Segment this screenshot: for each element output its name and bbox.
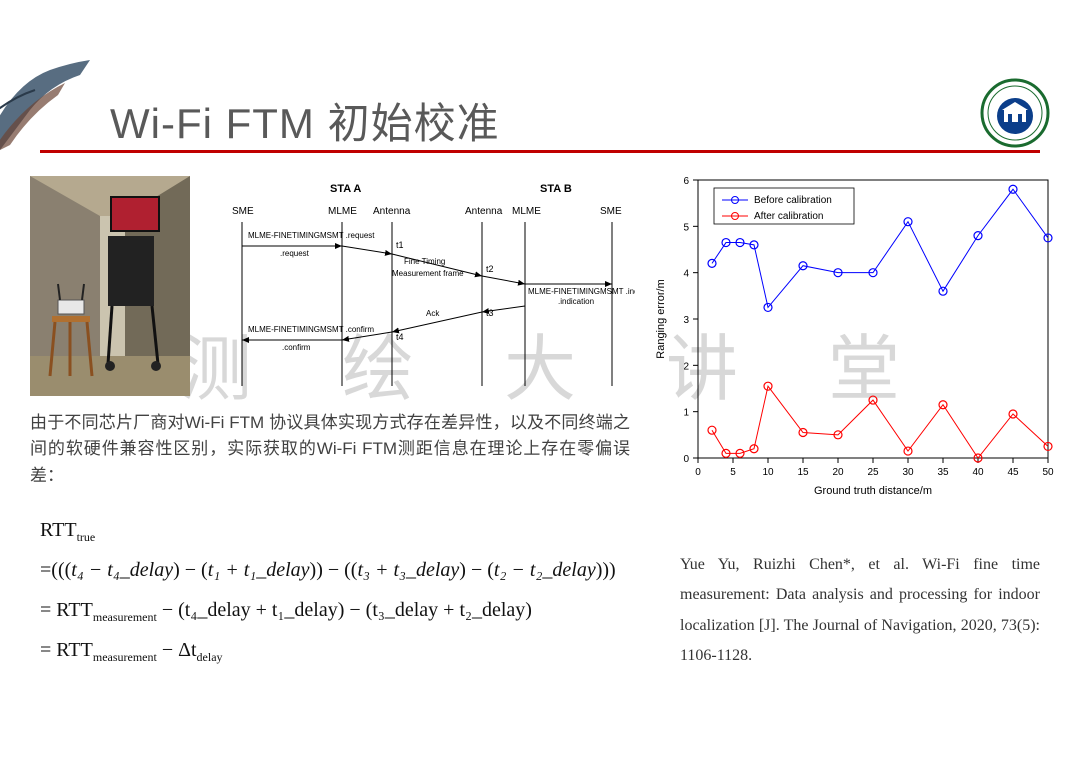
svg-text:MLME-FINETIMINGMSMT .request: MLME-FINETIMINGMSMT .request (248, 231, 375, 240)
svg-text:MLME-FINETIMINGMSMT .confirm: MLME-FINETIMINGMSMT .confirm (248, 325, 374, 334)
svg-text:After calibration: After calibration (754, 211, 823, 222)
sta-b-label: STA B (540, 183, 572, 195)
title-underline (40, 150, 1040, 153)
svg-text:Measurement frame: Measurement frame (392, 269, 464, 278)
svg-text:SME: SME (600, 206, 622, 217)
svg-text:SME: SME (232, 206, 254, 217)
svg-text:5: 5 (730, 467, 736, 478)
svg-text:.confirm: .confirm (282, 343, 311, 352)
ftm-protocol-diagram: STA A STA B SME MLME Antenna Antenna MLM… (200, 176, 635, 396)
svg-text:40: 40 (972, 467, 984, 478)
svg-text:25: 25 (867, 467, 879, 478)
svg-text:Fine Timing: Fine Timing (404, 257, 445, 266)
calibration-chart: 051015202530354045500123456Ground truth … (650, 170, 1060, 500)
svg-text:Ack: Ack (426, 309, 440, 318)
svg-text:0: 0 (695, 467, 701, 478)
svg-text:t3: t3 (486, 308, 494, 318)
svg-text:15: 15 (797, 467, 809, 478)
svg-text:MLME: MLME (512, 206, 541, 217)
svg-text:20: 20 (832, 467, 844, 478)
sta-a-label: STA A (330, 183, 361, 195)
svg-text:45: 45 (1007, 467, 1019, 478)
svg-text:50: 50 (1042, 467, 1054, 478)
citation-text: Yue Yu, Ruizhi Chen*, et al. Wi-Fi fine … (680, 550, 1040, 672)
hallway-photo (30, 176, 190, 396)
svg-text:30: 30 (902, 467, 914, 478)
svg-text:3: 3 (683, 315, 689, 326)
svg-text:5: 5 (683, 222, 689, 233)
header: Wi-Fi FTM 初始校准 (0, 0, 1080, 160)
svg-text:t1: t1 (396, 240, 404, 250)
svg-text:Ground truth distance/m: Ground truth distance/m (814, 485, 932, 497)
svg-text:10: 10 (762, 467, 774, 478)
svg-text:0: 0 (683, 454, 689, 465)
svg-text:2: 2 (683, 361, 689, 372)
svg-text:1: 1 (683, 408, 689, 419)
description-text: 由于不同芯片厂商对Wi-Fi FTM 协议具体实现方式存在差异性，以及不同终端之… (30, 410, 630, 489)
svg-text:Ranging error/m: Ranging error/m (655, 279, 667, 358)
university-logo (980, 78, 1050, 148)
svg-text:6: 6 (683, 176, 689, 187)
svg-text:.request: .request (280, 249, 310, 258)
svg-text:MLME: MLME (328, 206, 357, 217)
svg-text:MLME-FINETIMINGMSMT .indicatio: MLME-FINETIMINGMSMT .indication (528, 287, 635, 296)
svg-text:Antenna: Antenna (465, 206, 503, 217)
svg-text:Antenna: Antenna (373, 206, 411, 217)
svg-text:t2: t2 (486, 264, 494, 274)
svg-text:35: 35 (937, 467, 949, 478)
svg-text:.indication: .indication (558, 297, 594, 306)
svg-text:t4: t4 (396, 332, 404, 342)
page-title: Wi-Fi FTM 初始校准 (110, 90, 500, 151)
content-area: 测绘大讲堂 (30, 170, 1050, 740)
rtt-formula: RTTtrue =(((t₄ − t₄_delay) − (t₁ + t₁_de… (40, 510, 640, 670)
svg-text:Before calibration: Before calibration (754, 195, 832, 206)
svg-text:4: 4 (683, 269, 689, 280)
